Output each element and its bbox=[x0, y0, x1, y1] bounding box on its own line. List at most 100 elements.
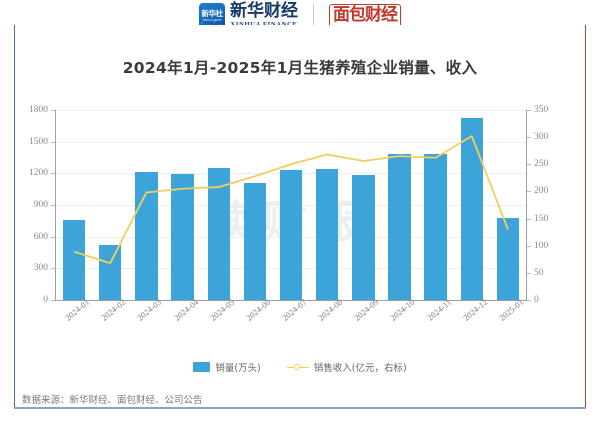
x-axis-label-slot: 2024-01 bbox=[56, 297, 92, 352]
right-axis-tick-label: 200 bbox=[534, 186, 549, 197]
x-axis-label-slot: 2024-04 bbox=[164, 297, 200, 352]
chart-card-bottom-border bbox=[14, 407, 586, 409]
xinhua-wordmark-en: XINHUA FINANCE bbox=[230, 22, 297, 29]
bar-2024-10[interactable] bbox=[388, 154, 411, 300]
xinhua-badge-dots-icon bbox=[199, 21, 225, 27]
right-axis-tick-mark bbox=[527, 164, 531, 166]
bar-slot bbox=[309, 110, 345, 300]
right-axis-tick-label: 50 bbox=[534, 267, 544, 278]
right-axis-tick-label: 0 bbox=[534, 295, 539, 305]
left-axis-tick-mark bbox=[51, 268, 55, 270]
left-axis-tick-label: 0 bbox=[43, 295, 48, 305]
left-axis-tick-label: 1800 bbox=[29, 105, 48, 115]
bar-2024-11[interactable] bbox=[424, 154, 447, 300]
xinhua-news-badge-icon: 新华社 XINHUA NEWS bbox=[199, 3, 225, 29]
source-note: 数据来源：新华财经、面包财经、公司公告 bbox=[22, 395, 203, 406]
x-axis-label-slot: 2024-10 bbox=[381, 297, 417, 352]
right-axis-tick-mark bbox=[527, 272, 531, 274]
x-axis-label-slot: 2024-11 bbox=[418, 297, 454, 352]
bar-slot bbox=[454, 110, 490, 300]
left-axis-line bbox=[55, 110, 56, 300]
xinhua-finance-logo: 新华社 XINHUA NEWS 新华财经 XINHUA FINANCE bbox=[199, 3, 298, 29]
bar-slot bbox=[201, 110, 237, 300]
left-axis-tick-mark bbox=[51, 141, 55, 143]
left-axis-tick-label: 300 bbox=[33, 263, 48, 274]
x-axis-label-slot: 2024-02 bbox=[92, 297, 128, 352]
right-axis-tick-label: 100 bbox=[534, 240, 549, 251]
legend-bar-swatch-icon bbox=[193, 362, 211, 372]
x-axis-line bbox=[55, 300, 527, 301]
right-axis-tick-label: 250 bbox=[534, 159, 549, 170]
right-axis-tick-mark bbox=[527, 300, 531, 301]
x-axis-label-slot: 2025-01 bbox=[490, 297, 526, 352]
xinhua-wordmark-cn: 新华财经 bbox=[230, 1, 298, 22]
bar-2024-09[interactable] bbox=[352, 174, 375, 300]
right-axis-tick-mark bbox=[527, 218, 531, 220]
left-axis-tick-mark bbox=[51, 173, 55, 175]
right-axis-labels: 350 300 250 200 150 100 50 0 bbox=[534, 105, 582, 305]
legend-item-1[interactable]: 销量(万头) bbox=[193, 360, 261, 374]
revenue-line-path bbox=[73, 135, 509, 264]
right-axis-tick-mark bbox=[527, 137, 531, 139]
legend-item-2[interactable]: 销售收入(亿元，右标) bbox=[286, 360, 407, 374]
left-axis-tick-mark bbox=[51, 300, 55, 301]
bar-2024-08[interactable] bbox=[315, 169, 339, 300]
bar-2024-07[interactable] bbox=[279, 170, 303, 300]
bar-slot bbox=[345, 110, 381, 300]
right-axis-tick-label: 300 bbox=[534, 132, 549, 143]
chart-card-right-border bbox=[584, 25, 586, 409]
x-axis-label-slot: 2024-03 bbox=[128, 297, 164, 352]
bar-slot bbox=[490, 110, 526, 300]
x-axis-label-slot: 2024-05 bbox=[201, 297, 237, 352]
line-series bbox=[73, 135, 509, 264]
legend-label: 销售收入(亿元，右标) bbox=[313, 363, 407, 374]
x-axis-label-slot: 2024-07 bbox=[273, 297, 309, 352]
left-axis-tick-mark bbox=[51, 110, 55, 111]
bar-2024-04[interactable] bbox=[171, 174, 194, 300]
bar-2024-05[interactable] bbox=[207, 167, 230, 300]
x-axis-label-slot: 2024-09 bbox=[345, 297, 381, 352]
left-axis-tick-label: 600 bbox=[33, 231, 48, 242]
bar-slot bbox=[92, 110, 128, 300]
bar-slot bbox=[273, 110, 309, 300]
x-axis-label-slot: 2024-06 bbox=[237, 297, 273, 352]
bar-series bbox=[56, 110, 526, 300]
legend-line-marker-icon bbox=[286, 362, 309, 372]
xinhua-wordmark: 新华财经 XINHUA FINANCE bbox=[230, 3, 298, 29]
bar-2024-12[interactable] bbox=[460, 118, 483, 300]
right-axis-tick-label: 150 bbox=[534, 213, 549, 224]
left-axis-tick-label: 1200 bbox=[29, 168, 48, 179]
page-title: 2024年1月-2025年1月生猪养殖企业销量、收入 bbox=[122, 59, 478, 77]
left-axis-tick-label: 900 bbox=[33, 200, 48, 210]
right-axis-tick-mark bbox=[527, 110, 531, 111]
right-axis-tick-label: 350 bbox=[534, 105, 549, 115]
logo-divider bbox=[313, 4, 314, 28]
left-axis-labels: 1800 1500 1200 900 600 300 0 bbox=[0, 105, 48, 305]
bar-slot bbox=[418, 110, 454, 300]
x-axis-label-slot: 2024-08 bbox=[309, 297, 345, 352]
bar-2025-01[interactable] bbox=[496, 217, 520, 300]
gridline bbox=[56, 141, 526, 143]
x-axis-label-slot: 2024-12 bbox=[454, 297, 490, 352]
chart-legend: 销量(万头) 销售收入(亿元，右标) bbox=[0, 360, 600, 374]
xinhua-badge-line1: 新华社 bbox=[201, 9, 224, 19]
bar-2024-02[interactable] bbox=[99, 245, 122, 300]
bar-slot bbox=[56, 110, 92, 300]
right-axis-tick-mark bbox=[527, 191, 531, 193]
left-axis-tick-mark bbox=[51, 205, 55, 206]
left-axis-tick-mark bbox=[51, 236, 55, 238]
left-axis-tick-label: 1500 bbox=[29, 136, 48, 147]
x-axis-labels: 2024-01 2024-02 2024-03 2024-04 2024-05 2024-… bbox=[56, 297, 526, 352]
header-logo-strip: 新华社 XINHUA NEWS 新华财经 XINHUA FINANCE 面包财经 bbox=[0, 0, 600, 32]
gridline bbox=[56, 110, 526, 111]
bar-slot bbox=[381, 110, 417, 300]
xinhua-badge-line2: XINHUA NEWS bbox=[202, 17, 222, 22]
legend-label: 销量(万头) bbox=[215, 363, 261, 374]
bar-2024-01[interactable] bbox=[62, 219, 86, 300]
bar-2024-06[interactable] bbox=[243, 183, 267, 300]
bar-slot bbox=[237, 110, 273, 300]
plot-area bbox=[51, 110, 531, 301]
right-axis-tick-mark bbox=[527, 245, 531, 247]
bar-slot bbox=[164, 110, 200, 300]
